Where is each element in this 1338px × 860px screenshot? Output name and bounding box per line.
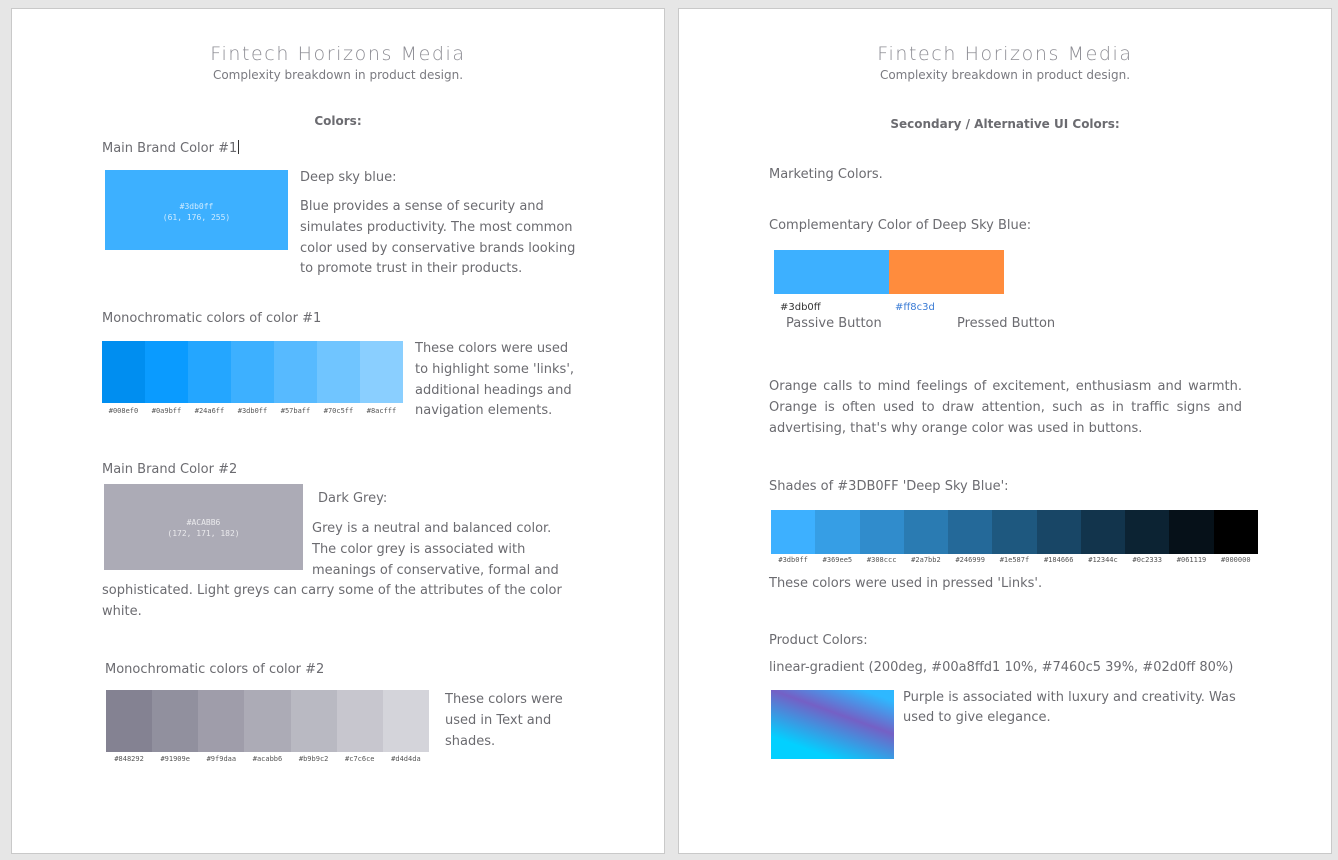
product-label: Product Colors: — [769, 633, 868, 648]
brand-title: Fintech Horizons Media — [877, 43, 1133, 65]
brand1-swatch: #3db0ff (61, 176, 255) — [105, 170, 288, 250]
brand2-label: Main Brand Color #2 — [102, 462, 238, 477]
shades-swatch-4 — [903, 510, 949, 554]
complementary-hex-orange: #ff8c3d — [895, 302, 935, 313]
mono2-hex-label-6: #c7c6ce — [345, 755, 375, 763]
complementary-label: Complementary Color of Deep Sky Blue: — [769, 218, 1032, 233]
product-description: Purple is associated with luxury and cre… — [903, 690, 1236, 725]
shades-swatch-2 — [815, 510, 860, 554]
shades-swatch-1 — [771, 510, 816, 554]
mono2-swatch-4 — [244, 690, 291, 752]
shades-hex-label-5: #246999 — [955, 556, 985, 564]
brand1-label[interactable]: Main Brand Color #1 — [102, 140, 240, 156]
shades-swatch-10 — [1169, 510, 1214, 554]
shades-swatch-11 — [1213, 510, 1258, 554]
passive-button-caption: Passive Button — [786, 316, 882, 331]
mono2-strip — [106, 690, 429, 752]
product-gradient-swatch — [771, 690, 894, 759]
mono2-hex-label-4: #acabb6 — [252, 755, 283, 763]
mono2-hex-label-5: #b9b9c2 — [298, 755, 329, 763]
section-title: Colors: — [314, 114, 362, 128]
shades-hex-label-11: #000000 — [1221, 556, 1251, 564]
shades-hex-label-2: #369ee5 — [822, 556, 853, 564]
mono1-swatch-5 — [274, 341, 317, 403]
brand1-swatch-rgb: (61, 176, 255) — [162, 213, 231, 222]
mono2-hex-label-1: #848292 — [114, 755, 144, 763]
mono1-label: Monochromatic colors of color #1 — [102, 311, 322, 326]
mono1-swatch-2 — [145, 341, 188, 403]
marketing-label: Marketing Colors. — [769, 167, 883, 182]
mono1-swatch-4 — [231, 341, 274, 403]
brand2-swatch-rgb: (172, 171, 182) — [167, 529, 240, 538]
mono1-hex-label-6: #70c5ff — [323, 407, 354, 415]
mono2-swatch-2 — [152, 690, 199, 752]
shades-strip — [771, 510, 1258, 554]
mono2-swatch-7 — [382, 690, 429, 752]
brand2-color-name: Dark Grey: — [318, 491, 388, 506]
mono1-hex-label-4: #3db0ff — [237, 407, 268, 415]
mono1-hex-label-7: #8acfff — [366, 407, 397, 415]
section-title: Secondary / Alternative UI Colors: — [890, 117, 1120, 131]
mono1-strip — [102, 341, 403, 403]
shades-description: These colors were used in pressed 'Links… — [769, 576, 1043, 591]
document-page-right: Fintech Horizons Media Complexity breakd… — [678, 8, 1332, 854]
mono2-swatch-1 — [106, 690, 153, 752]
shades-swatch-5 — [948, 510, 993, 554]
shades-hex-label-6: #1e587f — [999, 556, 1030, 564]
brand2-swatch-hex: #ACABB6 — [186, 518, 221, 527]
mono2-swatch-6 — [336, 690, 383, 752]
mono2-hex-label-7: #d4d4da — [391, 755, 421, 763]
mono2-hex-row: #848292 #91909e #9f9daa #acabb6 #b9b9c2 #c7c6… — [106, 755, 429, 763]
complementary-swatch-2 — [889, 250, 1004, 294]
brand1-description: Blue provides a sense of security and si… — [300, 199, 576, 277]
mono2-label: Monochromatic colors of color #2 — [105, 662, 325, 677]
mono1-swatch-1 — [102, 341, 145, 403]
page-subtitle: Complexity breakdown in product design. — [212, 68, 464, 82]
shades-label: Shades of #3DB0FF 'Deep Sky Blue': — [769, 479, 1009, 494]
mono1-hex-label-3: #24a6ff — [194, 407, 225, 415]
brand1-color-name: Deep sky blue: — [300, 170, 397, 185]
complementary-hex-blue: #3db0ff — [780, 302, 821, 313]
mono1-hex-label-1: #008ef0 — [108, 407, 139, 415]
mono2-hex-label-3: #9f9daa — [206, 755, 237, 763]
page-subtitle: Complexity breakdown in product design. — [879, 68, 1131, 82]
brand-title: Fintech Horizons Media — [210, 43, 466, 65]
mono2-swatch-3 — [198, 690, 245, 752]
mono1-swatch-3 — [188, 341, 231, 403]
shades-hex-label-7: #184666 — [1043, 556, 1074, 564]
complementary-swatch-1 — [774, 250, 889, 294]
shades-hex-label-4: #2a7bb2 — [911, 556, 941, 564]
document-page-left: Fintech Horizons Media Complexity breakd… — [11, 8, 665, 854]
pressed-button-caption: Pressed Button — [957, 316, 1056, 331]
shades-hex-label-10: #061119 — [1176, 556, 1207, 564]
mono2-description: These colors were used in Text and shade… — [445, 692, 563, 749]
shades-hex-label-8: #12344c — [1088, 556, 1118, 564]
complementary-strip — [774, 250, 1004, 294]
mono2-swatch-5 — [290, 690, 337, 752]
mono1-hex-row: #008ef0 #0a9bff #24a6ff #3db0ff #57baff #70c5… — [102, 407, 403, 415]
text-cursor — [238, 140, 240, 154]
mono1-swatch-7 — [360, 341, 403, 403]
shades-swatch-7 — [1036, 510, 1081, 554]
mono1-hex-label-5: #57baff — [280, 407, 311, 415]
shades-swatch-9 — [1125, 510, 1170, 554]
orange-description: Orange calls to mind feelings of excitem… — [769, 379, 1242, 436]
brand2-swatch: #ACABB6 (172, 171, 182) — [104, 484, 303, 570]
shades-hex-label-9: #0c2333 — [1132, 556, 1163, 564]
product-gradient-code: linear-gradient (200deg, #00a8ffd1 10%, … — [769, 660, 1234, 675]
shades-hex-label-1: #3db0ff — [778, 556, 808, 564]
shades-swatch-3 — [859, 510, 904, 554]
brand2-description: Grey is a neutral and balanced color. Th… — [102, 521, 562, 620]
mono1-swatch-6 — [317, 341, 360, 403]
mono2-hex-label-2: #91909e — [160, 755, 190, 763]
shades-hex-label-3: #308ccc — [866, 556, 897, 564]
shades-swatch-6 — [992, 510, 1037, 554]
mono1-hex-label-2: #0a9bff — [151, 407, 182, 415]
mono1-description: These colors were used to highlight some… — [415, 341, 575, 419]
brand1-swatch-hex: #3db0ff — [179, 202, 214, 211]
shades-swatch-8 — [1080, 510, 1126, 554]
shades-hex-row: #3db0ff #369ee5 #308ccc #2a7bb2 #246999 #1e58… — [771, 556, 1258, 564]
